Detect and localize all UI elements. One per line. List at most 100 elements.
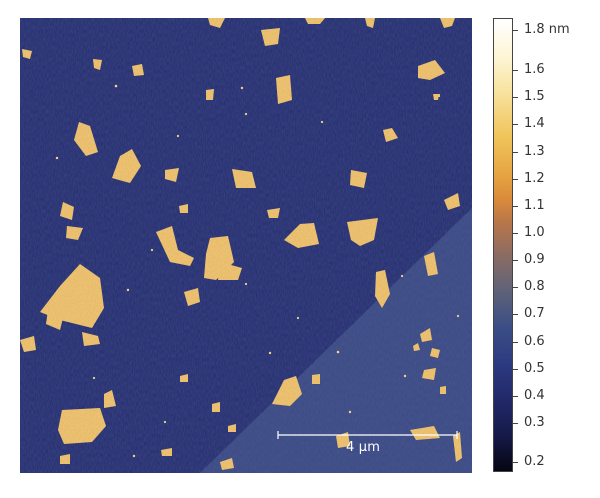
flake — [232, 169, 256, 188]
flake — [112, 149, 141, 183]
flake — [365, 18, 375, 28]
colorbar-label: 0.7 — [524, 306, 545, 321]
flake — [74, 122, 98, 156]
flake — [66, 226, 83, 240]
colorbar-label: 1.4 — [524, 116, 545, 131]
particle — [240, 86, 244, 90]
colorbar-tick — [513, 233, 518, 234]
particles — [55, 84, 460, 458]
colorbar-label: 1.3 — [524, 144, 545, 159]
colorbar-tick — [513, 97, 518, 98]
colorbar-label: 0.3 — [524, 415, 545, 430]
afm-height-image — [20, 18, 472, 473]
particle — [132, 454, 136, 458]
colorbar-tick — [513, 369, 518, 370]
colorbar-tick — [513, 124, 518, 125]
particle — [403, 374, 407, 378]
colorbar-label: 1.0 — [524, 225, 545, 240]
substrate-noise — [20, 18, 472, 473]
flake — [347, 218, 378, 246]
colorbar-label: 0.4 — [524, 388, 545, 403]
flake — [104, 390, 116, 408]
flake — [58, 408, 106, 444]
particle — [296, 316, 300, 320]
colorbar-tick — [513, 287, 518, 288]
colorbar-label: 1.2 — [524, 171, 545, 186]
flake — [212, 402, 220, 412]
flake — [375, 270, 390, 308]
flake — [22, 49, 32, 59]
scale-bar-label: 4 µm — [346, 440, 381, 455]
flake — [430, 348, 440, 358]
flake — [267, 208, 280, 218]
colorbar-tick — [513, 179, 518, 180]
colorbar-label: 1.1 — [524, 198, 545, 213]
particle — [456, 314, 460, 318]
flake — [418, 60, 445, 80]
colorbar-tick — [513, 152, 518, 153]
flake — [350, 170, 367, 188]
particle — [336, 350, 340, 354]
colorbar-label: 0.5 — [524, 361, 545, 376]
flake — [20, 336, 36, 352]
flake — [440, 18, 455, 28]
particle — [55, 156, 59, 160]
particle — [244, 282, 248, 286]
particle — [320, 120, 324, 124]
colorbar-tick — [513, 70, 518, 71]
flake — [276, 75, 292, 104]
particle — [176, 134, 180, 138]
colorbar-tick — [513, 30, 518, 31]
colorbar-tick — [513, 423, 518, 424]
height-colorbar — [493, 18, 513, 472]
flake — [272, 376, 302, 406]
particle — [348, 410, 352, 414]
flake — [410, 426, 440, 440]
flake — [206, 89, 214, 100]
flake — [422, 368, 436, 380]
colorbar-label: 0.8 — [524, 279, 545, 294]
flake — [156, 226, 194, 266]
scale-bar — [277, 431, 458, 439]
flake — [420, 328, 432, 342]
colorbar-label: 0.2 — [524, 454, 545, 469]
flake — [336, 432, 350, 448]
flake — [228, 424, 236, 432]
flake — [218, 262, 242, 280]
colorbar-label: 1.5 — [524, 89, 545, 104]
colorbar-label: 0.9 — [524, 252, 545, 267]
flake — [165, 168, 179, 182]
flake — [82, 332, 100, 346]
flake — [179, 204, 188, 213]
flake — [132, 64, 144, 76]
colorbar-tick — [513, 260, 518, 261]
flake — [220, 458, 234, 470]
flake — [453, 432, 462, 462]
flake — [383, 128, 398, 142]
flake — [413, 343, 420, 351]
flake — [305, 18, 325, 24]
flake — [261, 28, 280, 46]
flake — [93, 59, 102, 70]
particle — [268, 351, 272, 355]
flake — [46, 310, 64, 330]
flake — [184, 288, 200, 306]
colorbar-label: 1.6 — [524, 62, 545, 77]
flake — [284, 223, 319, 248]
colorbar-tick — [513, 462, 518, 463]
flake — [444, 193, 460, 210]
colorbar-tick — [513, 206, 518, 207]
particle — [114, 84, 118, 88]
colorbar-label: 1.8 nm — [524, 22, 570, 37]
colorbar-tick — [513, 314, 518, 315]
flake — [312, 374, 320, 384]
flake — [60, 202, 74, 220]
flake — [60, 454, 70, 464]
flake — [440, 386, 446, 394]
flake — [433, 94, 439, 100]
flake-group — [20, 18, 462, 470]
particle — [400, 274, 404, 278]
particle — [150, 248, 154, 252]
particle — [163, 420, 167, 424]
flake — [180, 374, 188, 382]
